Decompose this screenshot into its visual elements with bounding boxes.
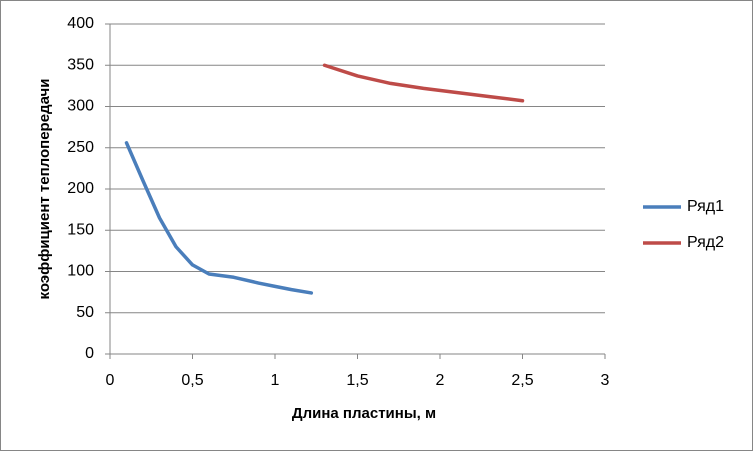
y-tick-label: 200 [67,180,94,197]
legend-label: Ряд1 [687,198,724,215]
series-line [322,63,525,103]
x-tick-label: 3 [601,372,610,389]
x-tick-label: 1 [271,372,280,389]
legend-label: Ряд2 [687,234,724,251]
x-tick-label: 1,5 [346,372,368,389]
y-tick-label: 150 [67,221,94,238]
y-tick-label: 0 [85,345,94,362]
x-tick-label: 2 [436,372,445,389]
y-tick-label: 400 [67,15,94,32]
y-tick-label: 300 [67,98,94,115]
y-tick-label: 250 [67,139,94,156]
y-axis-title: коэффициент теплопередачи [36,79,53,300]
x-axis-title: Длина пластины, м [292,405,436,422]
series-line [124,141,314,295]
x-tick-label: 0 [106,372,115,389]
y-tick-label: 350 [67,56,94,73]
x-tick-label: 2,5 [511,372,533,389]
y-tick-label: 100 [67,263,94,280]
x-tick-label: 0,5 [181,372,203,389]
y-tick-label: 50 [76,304,94,321]
